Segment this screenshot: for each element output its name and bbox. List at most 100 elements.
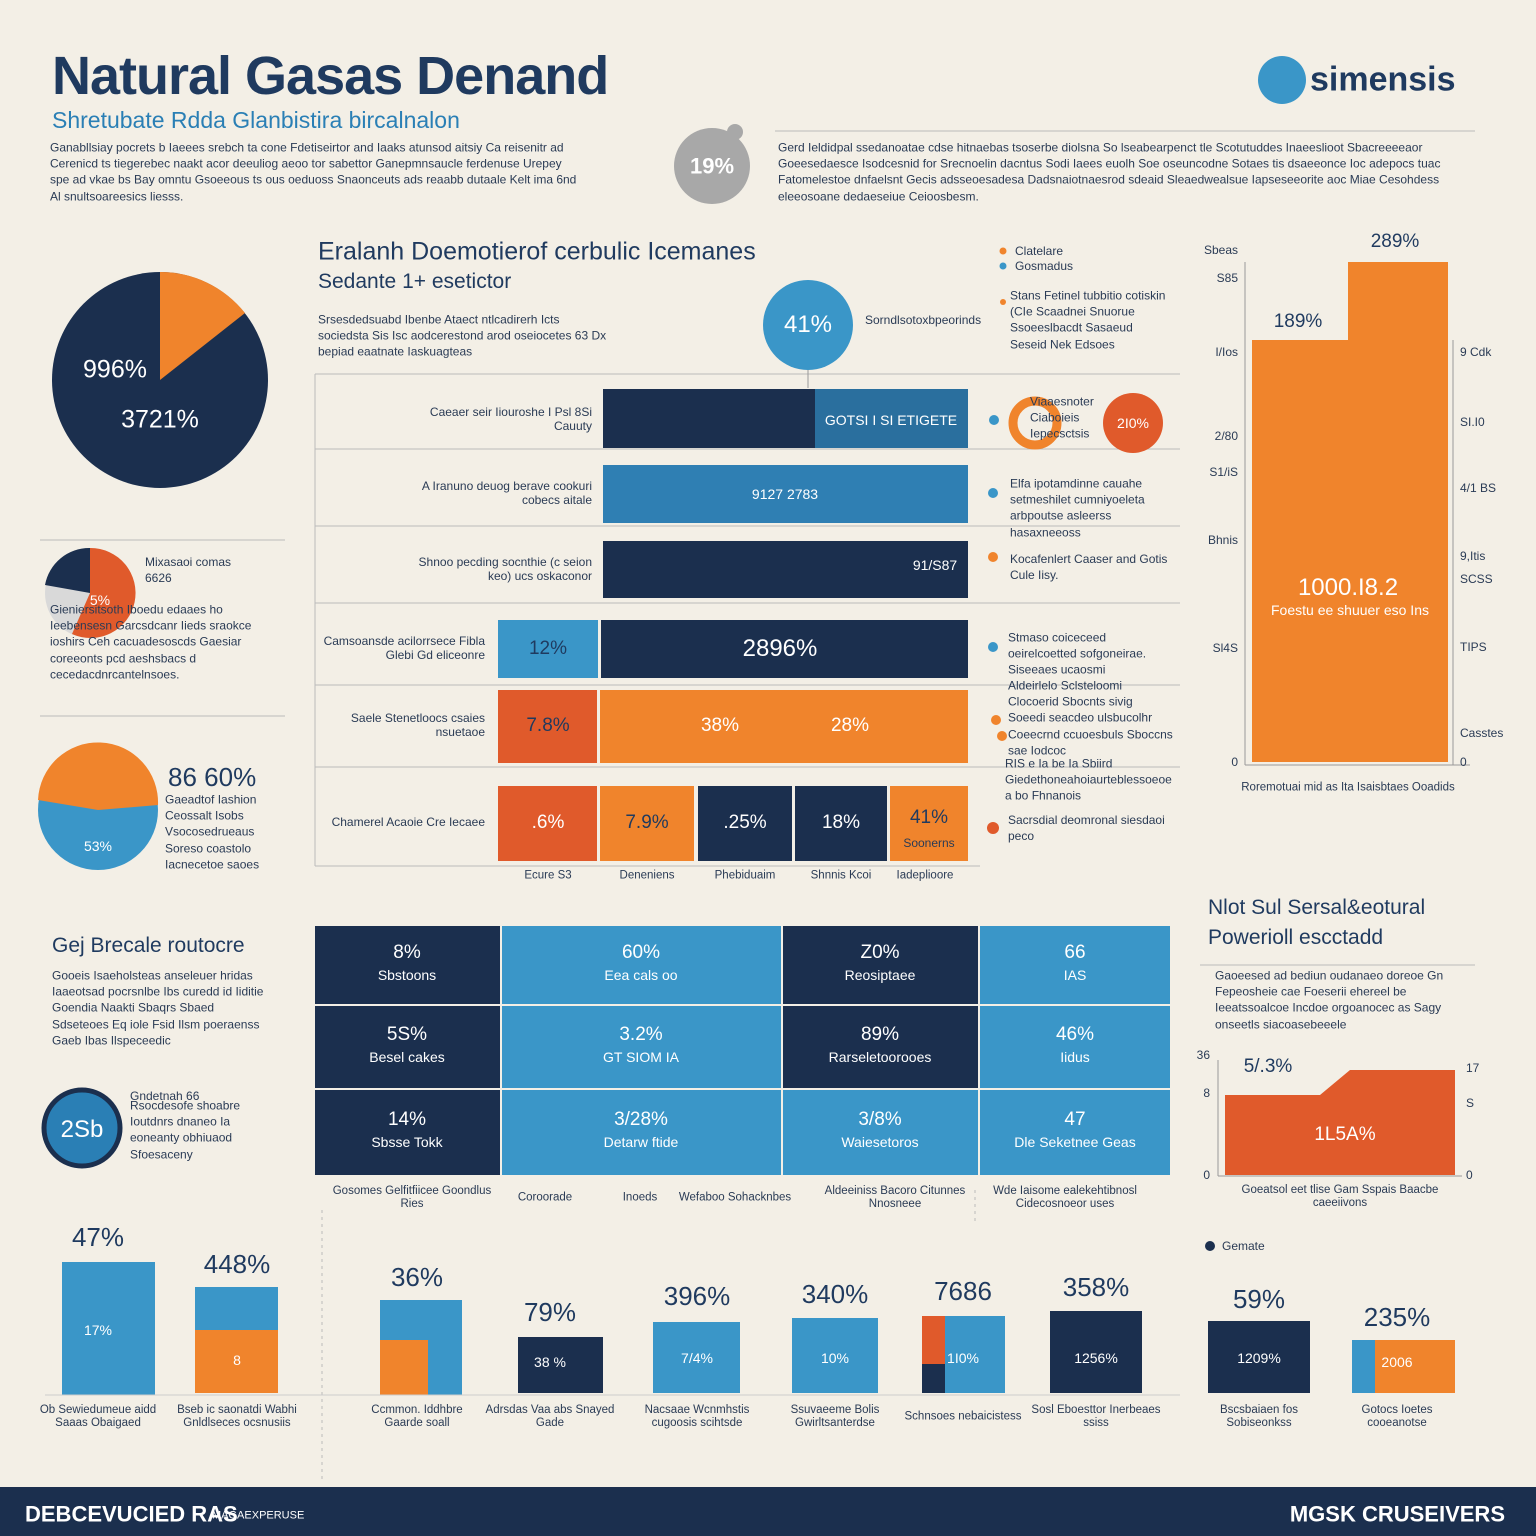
text-wvs: Reosiptaee (844, 966, 916, 983)
paragraph: Elfa ipotamdinne cauahe setmeshilet cumn… (1010, 476, 1145, 540)
text-dk: 7.9% (625, 812, 669, 834)
text-wv: 1L5A% (1314, 1124, 1376, 1146)
note-dot (991, 715, 1001, 725)
text-cap: Goeatsol eet tlise Gam Sspais Baacbe cae… (1241, 1183, 1439, 1209)
note-dot (989, 415, 999, 425)
text-foot: DEBCEVUCIED RAS (25, 1501, 238, 1527)
text-wv: 3.2% (619, 1024, 663, 1046)
text-bigw: 2Sb (60, 1116, 104, 1144)
note-dot (988, 642, 998, 652)
text-wv: 46% (1055, 1024, 1095, 1046)
text-cap: Shnnis Kcoi (810, 869, 872, 882)
legend-dot (999, 262, 1007, 270)
text-wv: .6% (531, 812, 565, 834)
pie-slice (160, 271, 245, 380)
text-big: 235% (1363, 1302, 1431, 1333)
paragraph: Casstes (1460, 725, 1504, 740)
text-wvs: 1I0% (947, 1349, 979, 1366)
text-wv: 38% (700, 715, 740, 737)
grid-cells (315, 926, 1170, 1175)
paragraph: Stmaso coiceceed oeirelcoetted sofgoneir… (1008, 630, 1147, 678)
note-dot (997, 731, 1007, 741)
paragraph: 0 (1460, 754, 1467, 769)
text-wvs: 38 % (534, 1353, 566, 1370)
paragraph: S (1466, 1095, 1475, 1110)
text-wv: 18% (821, 812, 861, 834)
text-wv: Z0% (860, 942, 900, 964)
paragraph: Mixasaoi comas 6626 (145, 554, 232, 585)
paragraph: Gemate (1222, 1238, 1265, 1253)
paragraph: I/Ios (1215, 344, 1238, 359)
paragraph: Gosmadus (1015, 258, 1074, 273)
text-cap: Phebiduaim (714, 869, 776, 882)
legend-dot (999, 247, 1007, 255)
text-wv: 3/8% (858, 1109, 902, 1131)
bar (603, 541, 968, 598)
text-wv: 5S% (386, 1024, 428, 1046)
paragraph: 9 Cdk (1460, 344, 1492, 359)
text-wvs: Eea cals oo (604, 966, 678, 983)
text-cap: Ecure S3 (524, 869, 572, 882)
text-cap: Gotocs Ioetes cooeanotse (1361, 1403, 1433, 1429)
note-dot (987, 822, 999, 834)
text-dk: 289% (1370, 231, 1420, 253)
paragraph: Ganabllsiay pocrets b Iaeees srebch ta c… (50, 140, 577, 204)
text-cap: Deneniens (619, 869, 675, 882)
text-wvs: Foestu ee shuuer eso Ins (1271, 601, 1429, 618)
text-bigw: 2896% (742, 635, 818, 663)
badge-dot (727, 124, 743, 140)
text-big: 59% (1232, 1284, 1286, 1315)
paragraph: Aldeirlelo Sclsteloomi Clocoerid Sbocnts… (1008, 678, 1173, 758)
text-wvs: Sbstoons (377, 966, 437, 983)
note-dot (988, 488, 998, 498)
text-wvs: Rarseletoorooes (828, 1048, 932, 1065)
frame (314, 373, 1180, 867)
text-big: 340% (801, 1279, 869, 1310)
text-wvs: 17% (83, 1321, 113, 1338)
paragraph: Viaaesnoter Ciaboieis Iepecsctsis (1030, 394, 1094, 442)
paragraph: Sacrsdial deomronal siesdaoi peco (1008, 812, 1165, 843)
paragraph: 0 (1203, 1167, 1210, 1182)
pie-slice (72, 547, 136, 638)
text-wvs: Besel cakes (369, 1048, 445, 1065)
text-wvs: 53% (83, 837, 113, 854)
text-wvs: 1209% (1237, 1349, 1281, 1366)
text-bigw: 1000.I8.2 (1297, 574, 1399, 602)
text-foot: MGSK CRUSEIVERS (1289, 1501, 1505, 1527)
text-h3s: Sedante 1+ esetictor (318, 269, 512, 293)
bar (795, 786, 887, 861)
text-big: 36% (390, 1262, 444, 1293)
bar (890, 786, 968, 861)
logo-icon (1258, 56, 1306, 104)
paragraph: 0 (1231, 754, 1238, 769)
paragraph: Stans Fetinel tubbitio cotiskin (CIe Sca… (1010, 288, 1166, 352)
text-dk: 189% (1273, 311, 1323, 333)
text-wvs: Sbsse Tokk (371, 1133, 443, 1150)
footer-band (0, 1487, 1536, 1536)
text-cap: Iadeplioore (896, 869, 954, 882)
paragraph: Rsocdesofe shoabre Ioutdnrs dnaneo Ia eo… (130, 1098, 241, 1162)
paragraph: Sl4S (1212, 640, 1238, 655)
text-wv: 28% (830, 715, 870, 737)
text-cap: Ccmmon. Iddhbre Gaarde soall (371, 1403, 463, 1429)
text-wvs: Iidus (1060, 1048, 1090, 1065)
paragraph: 8 (1203, 1085, 1210, 1100)
paragraph: Srsesdedsuabd Ibenbe Ataect ntlcadirerh … (318, 312, 607, 360)
highlight-circle (763, 280, 853, 370)
text-wvs: 5% (89, 591, 111, 608)
text-foots: MAGAEXPERUSE (212, 1509, 305, 1522)
text-wvs: 2I0% (1117, 414, 1149, 431)
paragraph: Gerd Ieldidpal ssedanoatae cdse hitnaeba… (778, 140, 1441, 204)
text-cap: Inoeds (622, 1191, 658, 1204)
text-wv: 8% (393, 942, 421, 964)
text-cap: Schnsoes nebaicistess (904, 1410, 1022, 1423)
side-circle (1103, 393, 1163, 453)
paragraph: Gieniersitsoth Iboedu edaaes ho Ieebense… (50, 602, 252, 682)
text-wvs: 91/S87 (912, 556, 958, 573)
text-wvs: 2006 (1381, 1353, 1413, 1370)
tall-bar (1348, 262, 1448, 762)
text-wvs: GOTSI I SI ETIGETE (824, 411, 958, 428)
text-cap: Bseb ic saonatdi Wabhi Gnldlseces ocsnus… (177, 1403, 297, 1429)
paragraph: Gaoeesed ad bediun oudanaeo doreoe Gn Fe… (1215, 968, 1444, 1032)
text-lbl: Saele Stenetloocs csaies nsuetaoe (350, 711, 485, 739)
